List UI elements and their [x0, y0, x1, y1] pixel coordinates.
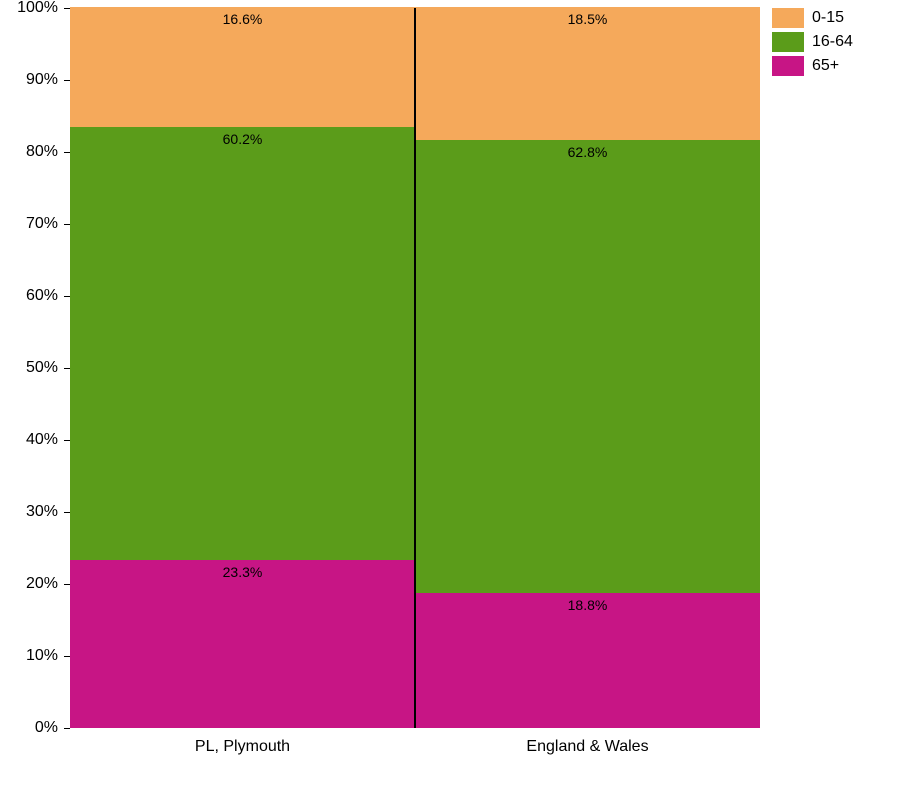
y-axis-tick-label: 0% [35, 719, 58, 737]
segment-value-label: 23.3% [70, 564, 415, 580]
y-axis-tick-label: 50% [26, 359, 58, 377]
legend-item: 0-15 [772, 8, 853, 28]
bar-column: 23.3% 60.2% 16.6% [70, 8, 415, 728]
y-axis-tick-label: 60% [26, 287, 58, 305]
legend-item: 65+ [772, 56, 853, 76]
legend-swatch [772, 32, 804, 52]
bar-segment [70, 560, 415, 728]
y-axis-tick-label: 80% [26, 143, 58, 161]
bar-segment [415, 593, 760, 728]
y-axis-tick-label: 40% [26, 431, 58, 449]
x-axis-category-label: England & Wales [526, 738, 648, 756]
bar-segment [70, 127, 415, 560]
bar-segment [415, 140, 760, 592]
y-axis-tick [64, 728, 70, 729]
y-axis-tick-label: 30% [26, 503, 58, 521]
y-axis-tick-label: 70% [26, 215, 58, 233]
legend-item: 16-64 [772, 32, 853, 52]
segment-value-label: 18.5% [415, 11, 760, 27]
y-axis-tick-label: 20% [26, 575, 58, 593]
bar-divider [414, 8, 416, 728]
stacked-bar-chart: 0-15 16-64 65+ 0% 10% 20% 30% 40% 50% 60% 70% 80% 9… [0, 0, 900, 790]
y-axis-tick-label: 10% [26, 647, 58, 665]
legend-label: 0-15 [812, 9, 844, 27]
legend-label: 16-64 [812, 33, 853, 51]
legend-swatch [772, 56, 804, 76]
y-axis-tick-label: 100% [17, 0, 58, 17]
segment-value-label: 16.6% [70, 11, 415, 27]
legend-label: 65+ [812, 57, 839, 75]
segment-value-label: 62.8% [415, 144, 760, 160]
bar-column: 18.8% 62.8% 18.5% [415, 8, 760, 728]
legend-swatch [772, 8, 804, 28]
segment-value-label: 60.2% [70, 131, 415, 147]
legend: 0-15 16-64 65+ [772, 8, 853, 80]
segment-value-label: 18.8% [415, 597, 760, 613]
y-axis-tick-label: 90% [26, 71, 58, 89]
x-axis-category-label: PL, Plymouth [195, 738, 290, 756]
